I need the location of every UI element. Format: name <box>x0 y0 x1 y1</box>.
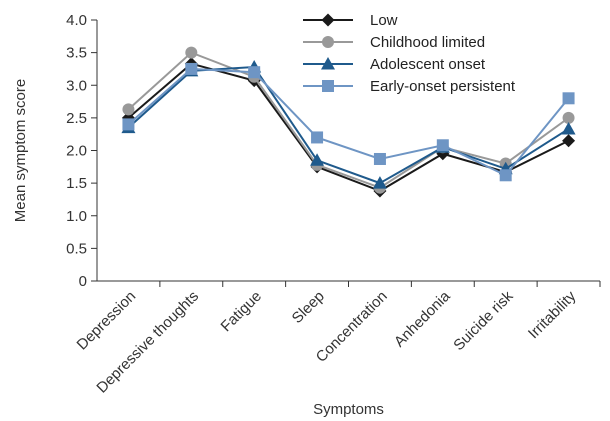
legend-marker <box>321 13 335 27</box>
legend-item: Early-onset persistent <box>303 78 516 95</box>
legend-item: Childhood limited <box>303 34 485 51</box>
legend-label: Early-onset persistent <box>370 78 516 95</box>
legend-label: Adolescent onset <box>370 56 486 73</box>
data-point <box>499 169 512 182</box>
data-point <box>122 118 135 131</box>
data-point <box>436 139 449 152</box>
legend: Low Childhood limited Adolescent onset Earl… <box>303 12 516 95</box>
y-tick-label: 0 <box>79 273 87 290</box>
data-point <box>248 66 261 79</box>
x-tick-label: Suicide risk <box>450 287 517 354</box>
data-point <box>185 62 198 75</box>
x-tick-label: Sleep <box>289 288 328 327</box>
legend-marker <box>322 36 334 48</box>
x-tick-label: Depression <box>74 288 140 354</box>
legend-marker <box>321 57 335 70</box>
data-point <box>562 111 575 124</box>
axes: 00.51.01.52.02.53.03.54.0DepressionDepre… <box>66 12 601 397</box>
series-line <box>127 67 570 177</box>
series-layer <box>121 46 576 198</box>
data-point <box>562 134 576 148</box>
data-point <box>372 176 387 189</box>
x-tick-label: Fatigue <box>218 288 265 335</box>
y-tick-label: 0.5 <box>66 240 87 257</box>
data-point <box>310 153 325 166</box>
legend-marker <box>322 80 334 92</box>
x-tick-label: Anhedonia <box>391 287 454 350</box>
data-point <box>185 46 198 59</box>
y-tick-label: 3.5 <box>66 45 87 62</box>
y-tick-label: 3.0 <box>66 77 87 94</box>
legend-item: Adolescent onset <box>303 56 486 73</box>
data-point <box>561 121 576 135</box>
y-tick-label: 1.0 <box>66 208 87 225</box>
data-point <box>122 103 135 116</box>
data-point <box>311 131 324 144</box>
data-point <box>562 92 575 105</box>
legend-item: Low <box>303 12 398 29</box>
y-tick-label: 1.5 <box>66 175 87 192</box>
data-point <box>373 152 386 165</box>
y-axis-label: Mean symptom score <box>12 79 29 222</box>
y-tick-label: 2.0 <box>66 143 87 160</box>
legend-label: Low <box>370 12 398 29</box>
x-axis-label: Symptoms <box>313 401 384 418</box>
series-line <box>127 51 570 189</box>
y-tick-label: 2.5 <box>66 110 87 127</box>
series-line <box>127 62 570 193</box>
series-early-onset-persistent <box>122 62 575 182</box>
legend-label: Childhood limited <box>370 34 485 51</box>
y-tick-label: 4.0 <box>66 12 87 29</box>
x-tick-label: Irritability <box>525 287 580 342</box>
